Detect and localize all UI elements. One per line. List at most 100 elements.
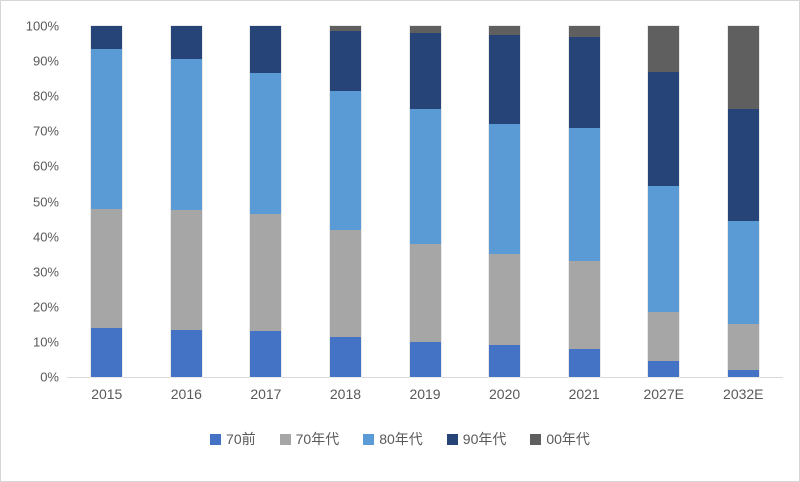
bar-segment-00年代 xyxy=(648,26,680,72)
bar-slot xyxy=(624,26,704,377)
x-tick-label: 2019 xyxy=(409,386,441,402)
bar-segment-90年代 xyxy=(489,34,521,125)
bar-2019 xyxy=(409,26,441,377)
legend-swatch xyxy=(210,433,222,445)
bar-segment-90年代 xyxy=(727,108,759,221)
bar-segment-90年代 xyxy=(250,26,282,74)
y-tick-label: 100% xyxy=(25,18,59,34)
bar-2018 xyxy=(329,26,361,377)
legend-label: 70年代 xyxy=(295,431,340,447)
bar-segment-80年代 xyxy=(727,220,759,325)
y-axis: 100% 90% 80% 70% 60% 50% 40% 30% 20% 10% 0% xyxy=(1,20,59,384)
x-tick-label: 2020 xyxy=(489,386,521,402)
legend-label: 00年代 xyxy=(546,431,590,447)
bar-slot xyxy=(385,26,465,377)
bar-segment-80年代 xyxy=(250,73,282,214)
bar-segment-80年代 xyxy=(329,90,361,230)
bar-segment-90年代 xyxy=(409,33,441,109)
y-tick-label: 80% xyxy=(32,88,59,104)
legend-item-70年代: 70年代 xyxy=(279,431,340,447)
bar-segment-00年代 xyxy=(329,26,361,32)
bar-segment-80年代 xyxy=(648,185,680,313)
bar-segment-00年代 xyxy=(727,26,759,109)
y-tick-label: 70% xyxy=(32,123,59,139)
bar-segment-80年代 xyxy=(91,48,123,209)
y-tick-label: 40% xyxy=(32,229,59,245)
y-tick-label: 10% xyxy=(32,334,59,350)
bar-segment-70前 xyxy=(409,341,441,377)
x-tick-label: 2017 xyxy=(250,386,282,402)
legend-label: 80年代 xyxy=(379,431,423,447)
bar-segment-80年代 xyxy=(568,127,600,262)
bar-segment-80年代 xyxy=(409,108,441,244)
bar-segment-70年代 xyxy=(250,213,282,332)
legend-swatch xyxy=(279,433,291,445)
bar-segment-70前 xyxy=(329,336,361,377)
plot-area xyxy=(67,26,783,378)
bar-segment-70年代 xyxy=(91,208,123,328)
bar-segment-70前 xyxy=(727,369,759,377)
bar-segment-00年代 xyxy=(568,26,600,37)
bar-segment-70年代 xyxy=(489,254,521,346)
bar-segment-90年代 xyxy=(170,26,202,60)
legend-item-80年代: 80年代 xyxy=(363,432,423,446)
bar-slot xyxy=(465,26,545,377)
bar-2027E xyxy=(648,26,680,377)
x-tick-label: 2021 xyxy=(568,386,600,402)
x-tick-label: 2018 xyxy=(329,386,362,402)
bar-slot xyxy=(544,26,624,377)
bar-segment-70前 xyxy=(170,329,202,377)
y-tick-label: 30% xyxy=(32,264,59,280)
legend-item-90年代: 90年代 xyxy=(446,431,507,447)
bar-2020 xyxy=(489,26,521,377)
legend-label: 70前 xyxy=(226,431,256,447)
x-tick-label: 2032E xyxy=(723,386,764,402)
legend-item-70前: 70前 xyxy=(210,432,256,446)
bar-2032E xyxy=(727,26,759,377)
bar-2021 xyxy=(568,26,600,377)
bar-segment-70前 xyxy=(91,327,123,377)
legend-swatch xyxy=(446,433,458,445)
legend: 70前 70年代 80年代 90年代 00年代 xyxy=(1,432,799,446)
legend-item-00年代: 00年代 xyxy=(530,432,590,446)
bar-segment-90年代 xyxy=(91,26,123,49)
x-tick-label: 2016 xyxy=(170,386,202,402)
bar-segment-70前 xyxy=(489,345,521,377)
legend-swatch xyxy=(530,433,542,445)
bar-slot xyxy=(306,26,386,377)
bar-segment-90年代 xyxy=(329,31,361,91)
y-tick-label: 90% xyxy=(32,53,59,69)
legend-swatch xyxy=(363,433,375,445)
bar-2017 xyxy=(250,26,282,377)
bar-segment-70年代 xyxy=(727,324,759,370)
bar-segment-70年代 xyxy=(170,210,202,330)
bar-segment-80年代 xyxy=(170,59,202,211)
x-tick-label: 2015 xyxy=(91,386,123,402)
x-axis: 2015 2016 2017 2018 2019 2020 2021 2027E 2032E xyxy=(67,386,783,402)
bar-2016 xyxy=(170,26,202,377)
bar-slot xyxy=(704,26,784,377)
legend-label: 90年代 xyxy=(462,431,507,447)
y-tick-label: 50% xyxy=(32,194,59,209)
bar-segment-70前 xyxy=(648,361,680,377)
bar-segment-70前 xyxy=(250,331,282,377)
x-tick-label: 2027E xyxy=(643,386,684,402)
bar-segment-70年代 xyxy=(329,229,361,337)
bar-segment-00年代 xyxy=(409,26,441,34)
bar-segment-70年代 xyxy=(648,312,680,362)
y-tick-label: 20% xyxy=(32,299,59,315)
bar-slot xyxy=(67,26,147,377)
bar-segment-70年代 xyxy=(409,243,441,342)
bar-segment-70前 xyxy=(568,348,600,377)
y-tick-label: 0% xyxy=(40,369,59,385)
bar-2015 xyxy=(91,26,123,377)
bar-segment-80年代 xyxy=(489,124,521,255)
bar-slot xyxy=(226,26,306,377)
bar-segment-90年代 xyxy=(648,71,680,186)
y-tick-label: 60% xyxy=(32,158,59,174)
bar-segment-70年代 xyxy=(568,261,600,349)
bar-slot xyxy=(147,26,227,377)
bar-segment-00年代 xyxy=(489,26,521,35)
bars xyxy=(67,26,783,377)
